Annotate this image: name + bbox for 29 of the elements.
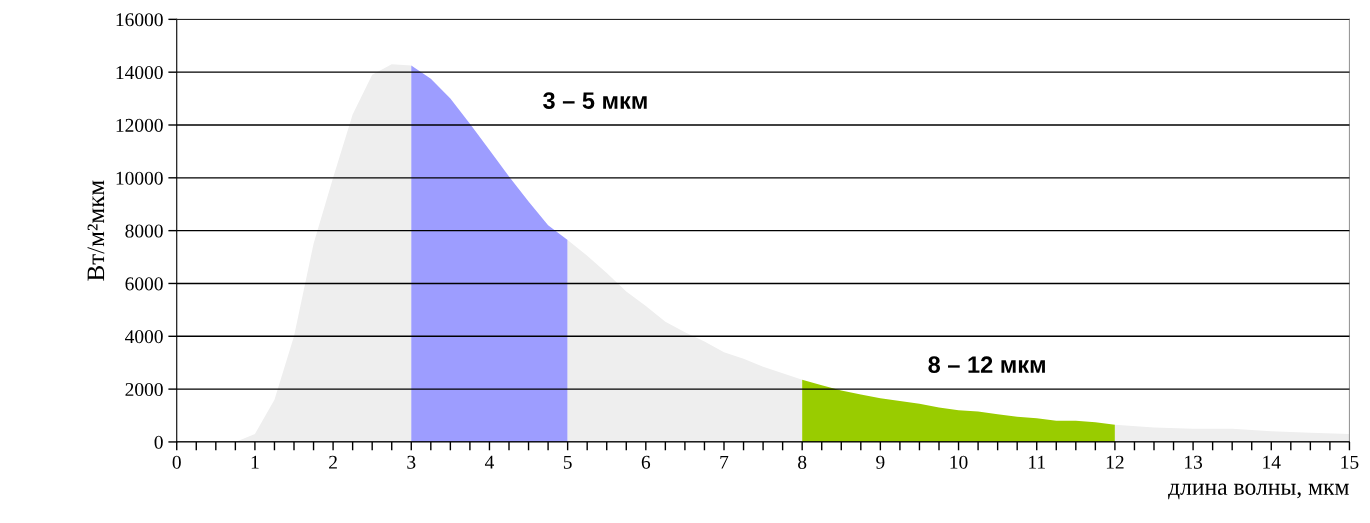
x-tick-label: 2 — [329, 455, 337, 469]
x-tick-label: 6 — [641, 455, 651, 469]
x-tick-label: 15 — [1341, 455, 1359, 469]
x-tick-label: 14 — [1263, 455, 1281, 469]
annotation: 8 – 12 мкм — [928, 356, 1045, 374]
x-tick-label: 10 — [950, 455, 968, 469]
y-tick-label: 4000 — [125, 330, 163, 344]
x-axis-title: длина волны, мкм — [1168, 483, 1349, 500]
x-tick-label: 11 — [1029, 455, 1045, 469]
x-tick-label: 4 — [484, 455, 495, 469]
x-tick-label: 3 — [407, 455, 416, 469]
annotation: 3 – 5 мкм — [543, 92, 647, 109]
x-tick-label: 1 — [251, 455, 259, 469]
y-tick-label: 10000 — [116, 171, 163, 185]
y-tick-label: 0 — [154, 435, 163, 449]
x-tick-label: 12 — [1106, 455, 1124, 469]
x-tick-label: 7 — [720, 455, 729, 469]
y-tick-label: 16000 — [116, 13, 163, 27]
y-tick-label: 14000 — [116, 65, 163, 80]
x-tick-label: 9 — [876, 455, 885, 469]
x-tick-label: 8 — [798, 455, 807, 469]
y-tick-label: 6000 — [125, 277, 163, 291]
x-tick-label: 0 — [172, 455, 181, 469]
y-tick-label: 2000 — [125, 382, 163, 397]
y-tick-label: 8000 — [125, 224, 163, 238]
y-axis-title: Вт/м²мкм — [87, 180, 105, 281]
y-tick-label: 12000 — [116, 118, 163, 132]
x-tick-label: 5 — [563, 455, 572, 469]
x-tick-label: 13 — [1185, 455, 1203, 469]
